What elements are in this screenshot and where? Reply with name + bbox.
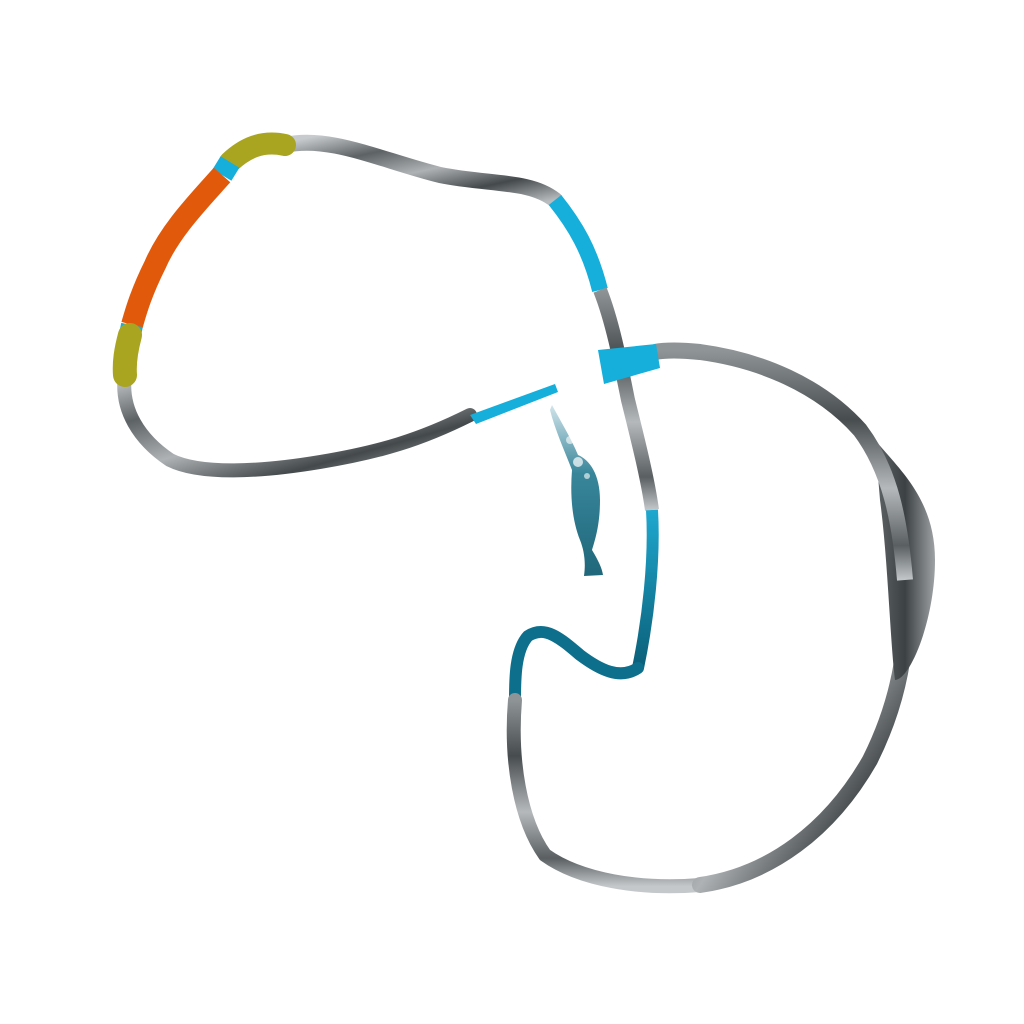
ribbon-gray-descent — [593, 287, 659, 511]
ribbon-helix-cyan-band-1 — [212, 156, 240, 181]
ribbon-right-loop-top — [653, 342, 913, 581]
ribbon-cyan-descent — [548, 195, 608, 292]
isolated-fragment — [550, 405, 603, 576]
ribbon-right-loop-left-side — [506, 693, 707, 894]
isolated-fragment-shape — [550, 405, 603, 576]
ribbon-left-loop-bottom — [117, 368, 477, 478]
ribbon-cyan-tip — [470, 384, 558, 424]
ribbon-upper-loop — [277, 134, 563, 208]
ribbon-right-loop-bottom — [692, 572, 915, 893]
ribbon-teal-descent — [632, 509, 659, 670]
ribbon-helix-olive-bottom — [112, 323, 142, 387]
ribbon-helix-orange — [121, 167, 231, 329]
ribbon-helix-olive-top — [219, 132, 296, 173]
ribbon-teal-kink — [509, 626, 644, 706]
ribbon-cyan-strip — [598, 344, 660, 384]
